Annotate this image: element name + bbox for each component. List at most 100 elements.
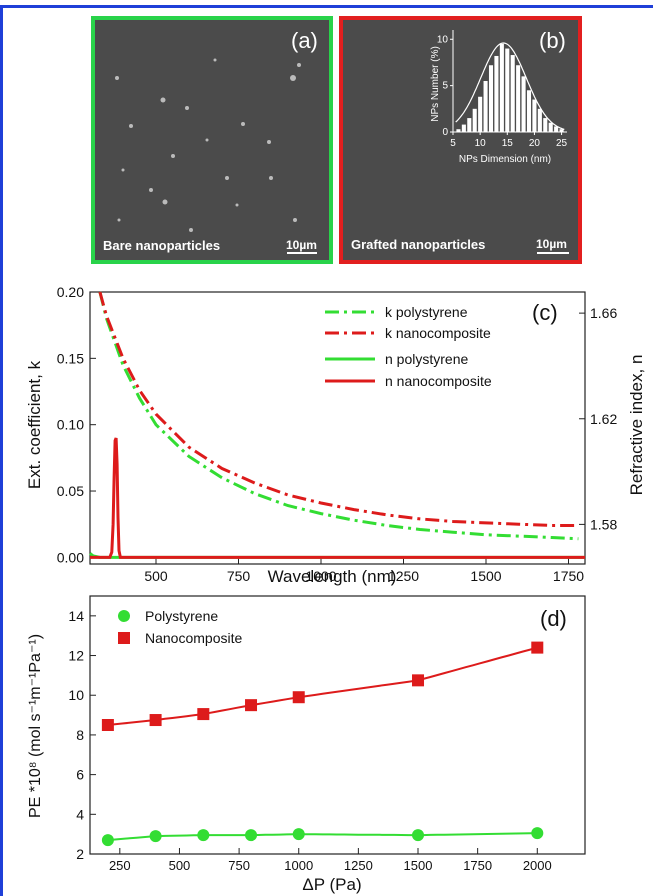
panel-d-y-tick-label: 2 (76, 846, 84, 862)
panel-c-ticks: 500 750 1000 1250 1500 1750 0.00 0.05 0.10 0.15 0.… (57, 284, 618, 584)
panel-d-point-polystyrene (292, 828, 305, 841)
panel-c-legend-label: n nanocomposite (385, 373, 492, 389)
panel-d-legend-marker (118, 632, 130, 644)
panel-a-scale-bar (287, 252, 317, 254)
inset-bars (456, 43, 564, 132)
panel-c-label: (c) (532, 300, 558, 325)
panel-d-y-tick-label: 12 (68, 648, 84, 664)
panel-a-caption: Bare nanoparticles (103, 238, 221, 253)
panel-d-point-polystyrene (149, 830, 162, 843)
inset-y-tick-label: 5 (442, 81, 448, 92)
panel-d-x-tick-label: 500 (169, 858, 191, 873)
panel-c-y-tick-label: 0.15 (57, 350, 84, 366)
chart-panel-c: 500 750 1000 1250 1500 1750 0.00 0.05 0.10 0.15 0.… (25, 284, 646, 586)
panel-c-ylabel: Ext. coefficient, k (25, 360, 44, 489)
inset-bar (478, 96, 483, 132)
inset-x-tick-label: 15 (502, 138, 514, 149)
panel-c-ylabel-right: Refractive index, n (627, 355, 646, 496)
panel-d-point-polystyrene (412, 829, 425, 842)
inset-bar (554, 126, 559, 132)
panel-c-legend: k polystyrene k nanocomposite n polystyren… (325, 304, 492, 389)
panel-c-y-right-tick-label: 1.58 (590, 516, 617, 532)
inset-axes (452, 30, 567, 133)
panel-c-y-right-tick-label: 1.62 (590, 411, 617, 427)
chart-panel-d: 250 500 750 1000 1250 1500 1750 20002468101214 … (27, 595, 586, 894)
panel-c-y-right-tick-label: 1.66 (590, 305, 617, 321)
panel-d-ylabel: PE *10⁸ (mol s⁻¹m⁻¹Pa⁻¹) (27, 634, 44, 818)
top-border-line (0, 5, 653, 8)
panel-c-y-tick-label: 0.00 (57, 549, 84, 565)
panel-d-y-tick-label: 8 (76, 727, 84, 743)
panel-d-point-nanocomposite (149, 714, 162, 727)
panel-c-lines (89, 291, 585, 559)
panel-a-label: (a) (291, 28, 318, 53)
panel-c-series-line (90, 437, 585, 559)
panel-c-x-tick-label: 500 (144, 568, 168, 584)
panel-d-ticks: 250 500 750 1000 1250 1500 1750 2000 2 4 6 8 10 12 14 (68, 608, 551, 873)
panel-d-point-polystyrene (197, 829, 210, 842)
inset-x-tick-label: 5 (450, 138, 456, 149)
inset-bar (456, 129, 461, 132)
micrograph-grafted: (b) 5 10 15 20 25 0 5 10 NPs Number (%) NPs Dim… (339, 16, 582, 264)
inset-x-tick-label: 10 (475, 138, 487, 149)
inset-bar (526, 90, 532, 132)
panel-d-y-tick-label: 6 (76, 767, 84, 783)
panel-d-point-nanocomposite (245, 699, 258, 712)
panel-d-y-tick-label: 10 (68, 687, 84, 703)
micrograph-bare-texture (115, 58, 301, 232)
panel-d-x-tick-label: 1750 (463, 858, 492, 873)
panel-d-point-nanocomposite (292, 691, 305, 704)
panel-d-lines (107, 646, 538, 842)
panel-d-fit-line (107, 832, 538, 842)
panel-c-legend-label: n polystyrene (385, 351, 468, 367)
panel-c-y-tick-label: 0.10 (57, 417, 84, 433)
panel-a-scale-text: 10µm (286, 238, 317, 252)
inset-bar (505, 48, 510, 132)
panel-c-legend-label: k nanocomposite (385, 325, 491, 341)
panel-d-legend-label: Nanocomposite (145, 630, 242, 646)
panel-d-x-tick-label: 750 (228, 858, 250, 873)
inset-bar (483, 81, 488, 132)
inset-bar (521, 76, 526, 132)
inset-bar (494, 55, 499, 132)
panel-d-legend-marker (118, 610, 130, 622)
panel-c-x-tick-label: 1000 (305, 568, 336, 584)
inset-bar (548, 122, 553, 132)
panel-b-scale-bar (537, 252, 569, 254)
inset-bar (510, 55, 515, 132)
panel-c-y-tick-label: 0.05 (57, 483, 84, 499)
inset-bar (516, 65, 521, 132)
panel-c-xlabel: Wavelength (nm) (268, 567, 397, 586)
panel-d-y-tick-label: 4 (76, 806, 84, 822)
inset-ylabel: NPs Number (%) (430, 46, 441, 122)
inset-gaussian-fit (455, 42, 565, 131)
inset-bar (467, 118, 472, 132)
panel-d-point-polystyrene (245, 829, 258, 842)
panel-d-point-nanocomposite (101, 719, 114, 731)
left-border-line (0, 5, 3, 896)
panel-d-point-polystyrene (531, 827, 544, 840)
inset-bar (461, 124, 466, 132)
panel-d-x-tick-label: 1000 (284, 858, 313, 873)
inset-bar (559, 129, 564, 132)
panel-c-y-tick-label: 0.20 (57, 284, 84, 300)
panel-d-point-polystyrene (101, 834, 114, 847)
panel-b-label: (b) (539, 28, 566, 53)
panel-d-legend: Polystyrene Nanocomposite (118, 608, 242, 646)
inset-bar (543, 118, 548, 132)
inset-x-tick-label: 25 (556, 138, 568, 149)
inset-bar (499, 43, 504, 132)
panel-d-fit-line (107, 646, 538, 726)
panel-c-x-tick-label: 750 (227, 568, 251, 584)
panel-d-point-nanocomposite (531, 641, 544, 654)
inset-xlabel: NPs Dimension (nm) (459, 154, 551, 165)
panel-b-scale-text: 10µm (536, 237, 567, 251)
panel-d-xlabel: ΔP (Pa) (302, 875, 361, 894)
inset-bar (537, 108, 542, 132)
panel-c-x-tick-label: 1750 (553, 568, 584, 584)
panel-d-y-tick-label: 14 (68, 608, 84, 624)
micrograph-bare: (a) Bare nanoparticles 10µm (91, 16, 333, 264)
